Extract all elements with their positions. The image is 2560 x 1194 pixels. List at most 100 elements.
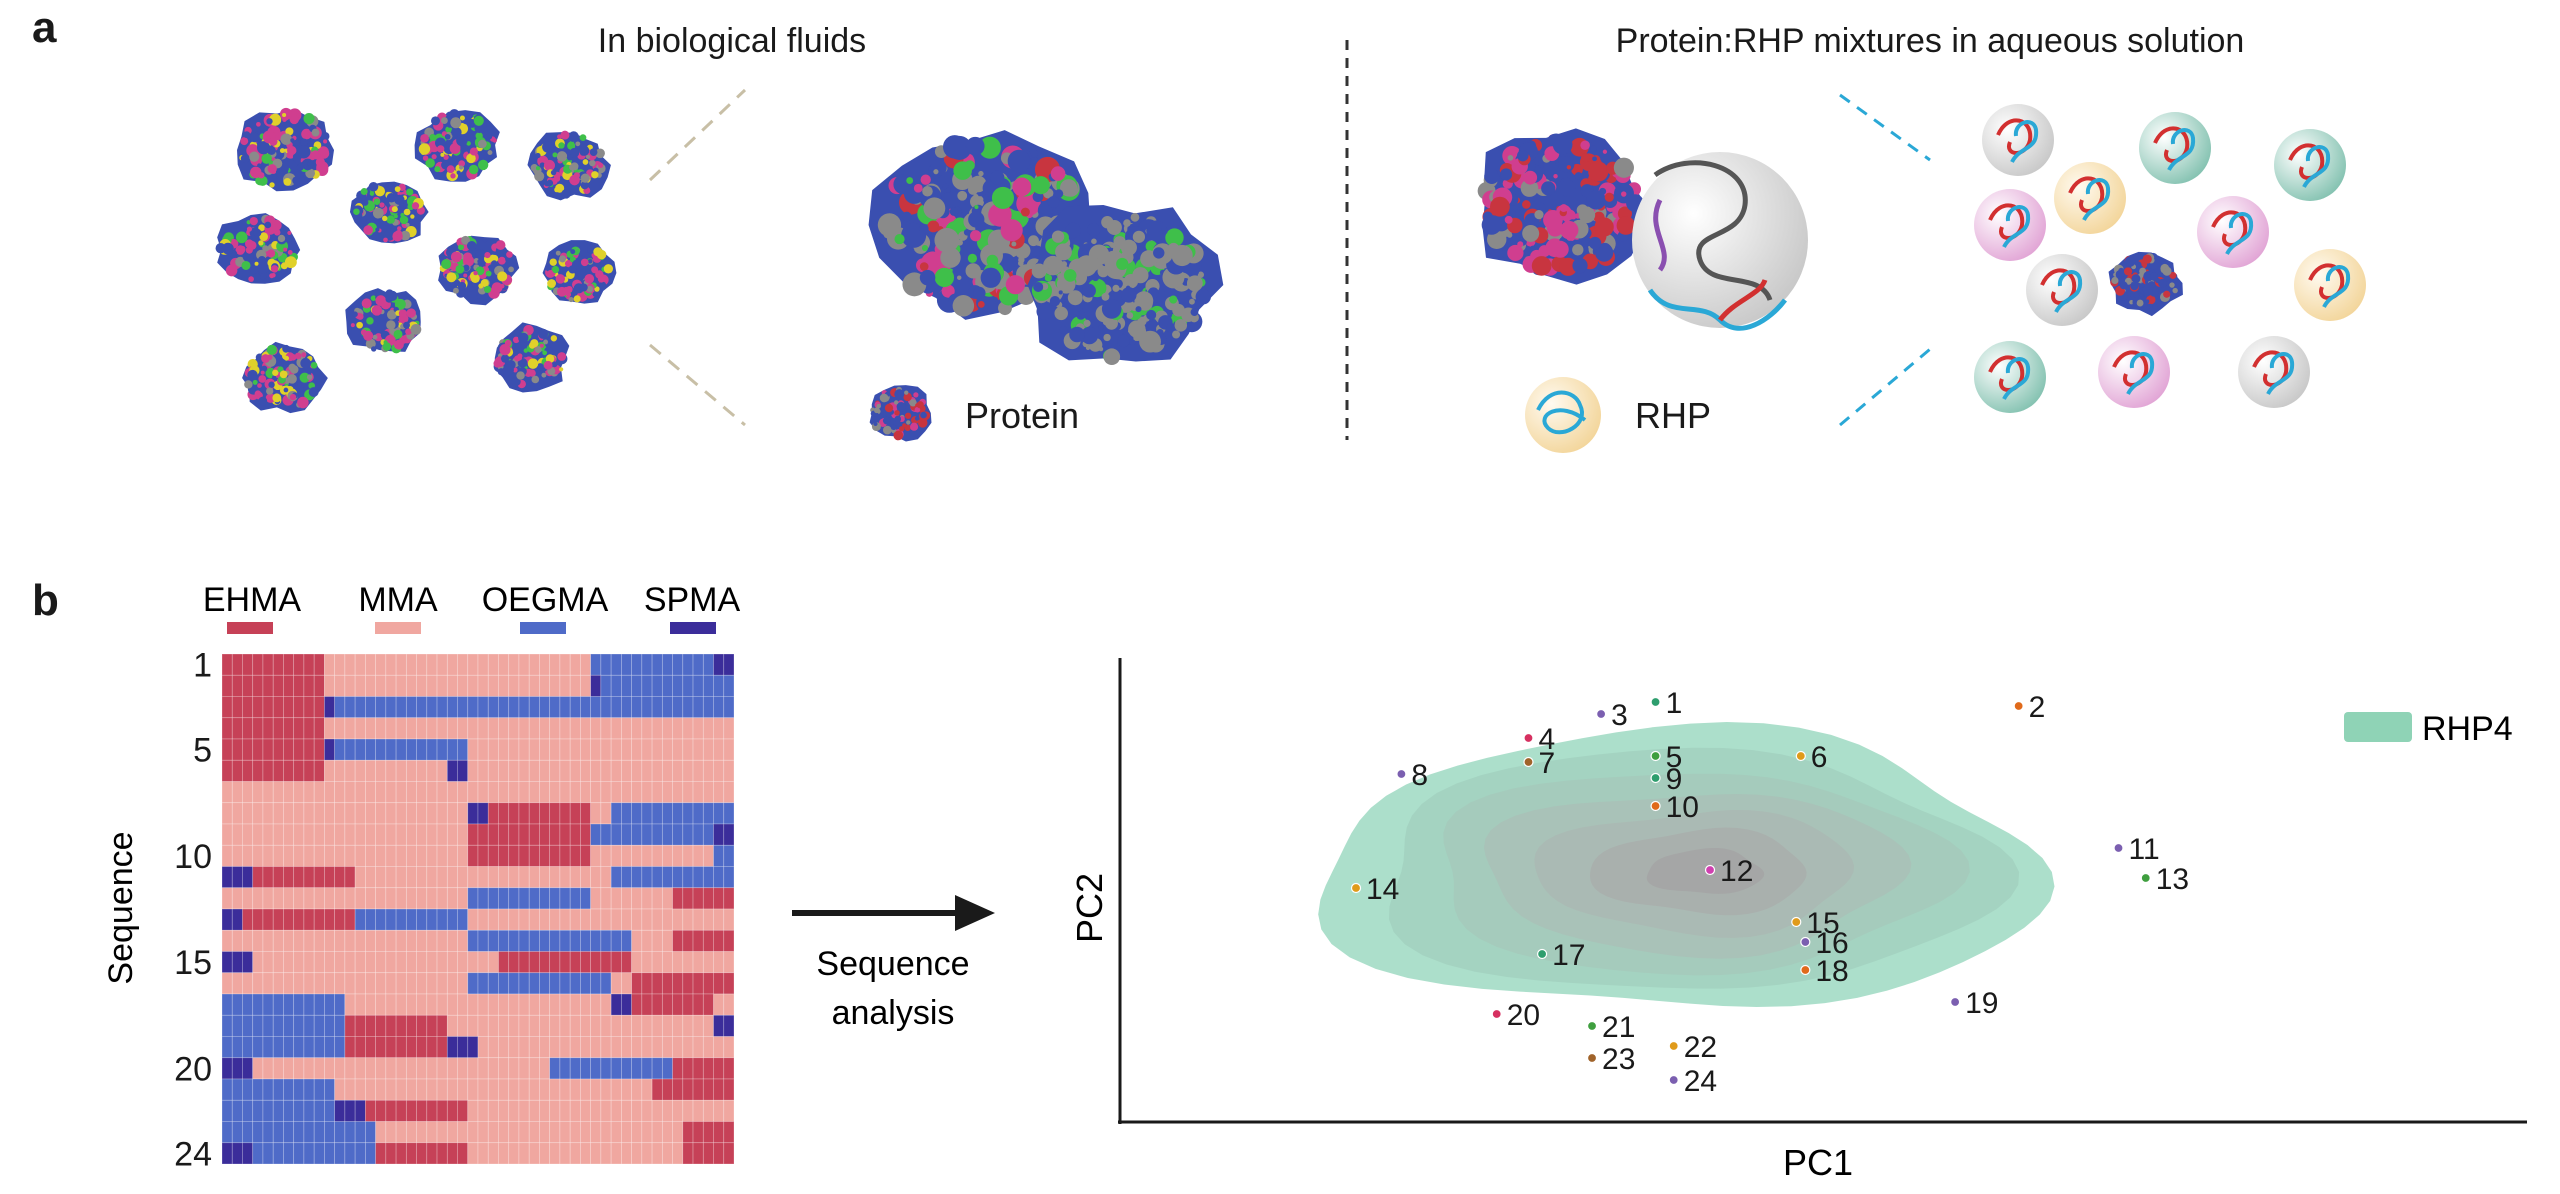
heatmap-cell xyxy=(385,1099,397,1122)
heatmap-cell xyxy=(354,929,366,952)
heatmap-cell xyxy=(528,908,540,931)
heatmap-cell xyxy=(498,738,510,761)
heatmap-cell xyxy=(221,1142,233,1165)
heatmap-cell xyxy=(272,951,284,974)
heatmap-cell xyxy=(395,1078,407,1101)
heatmap-cell xyxy=(262,1078,274,1101)
heatmap-cell xyxy=(446,972,458,995)
heatmap-cell xyxy=(334,1078,346,1101)
heatmap-cell xyxy=(405,1142,417,1165)
heatmap-cell xyxy=(702,696,714,719)
heatmap-cell xyxy=(365,1078,376,1101)
heatmap-cell xyxy=(272,1142,284,1165)
heatmap-cell xyxy=(580,1036,591,1059)
heatmap-cell xyxy=(231,951,243,974)
heatmap-cell xyxy=(672,781,684,804)
heatmap-cell xyxy=(713,1099,725,1122)
heatmap-cell xyxy=(221,802,233,825)
heatmap-cell xyxy=(405,738,417,761)
heatmap-cell xyxy=(569,1036,581,1059)
heatmap-cell xyxy=(569,802,581,825)
pca-point xyxy=(1668,1040,1679,1052)
complex-protein xyxy=(1477,128,1647,285)
heatmap-cell xyxy=(242,823,254,846)
heatmap-cell xyxy=(354,1036,366,1059)
heatmap-cell xyxy=(518,1099,530,1122)
rhp-legend-label: RHP xyxy=(1635,395,1711,436)
heatmap-cell xyxy=(293,1014,305,1037)
heatmap-cell xyxy=(324,674,335,697)
heatmap-cell xyxy=(416,951,428,974)
heatmap-cell xyxy=(303,866,315,889)
legend-rhp4-swatch xyxy=(2344,712,2412,742)
heatmap-cell xyxy=(661,972,673,995)
heatmap-cell xyxy=(334,887,346,910)
heatmap-cell xyxy=(610,929,622,952)
heatmap-cell xyxy=(631,717,643,740)
heatmap-cell xyxy=(641,1142,653,1165)
heatmap-cell xyxy=(272,759,284,782)
rhp-particle xyxy=(2026,254,2098,326)
heatmap-cell xyxy=(365,929,376,952)
heatmap-cell xyxy=(354,1057,366,1080)
pca-point-label: 4 xyxy=(1538,723,1555,756)
heatmap-cell xyxy=(569,908,581,931)
heatmap-cell xyxy=(467,717,479,740)
heatmap-cell xyxy=(252,1057,264,1080)
heatmap-cell xyxy=(487,993,499,1016)
panel-a: a In biological fluids Protein:RHP mixtu… xyxy=(32,3,2366,453)
heatmap-cell xyxy=(713,759,725,782)
heatmap-cell xyxy=(354,972,366,995)
heatmap-cell xyxy=(242,908,254,931)
heatmap-cell xyxy=(713,802,725,825)
heatmap-cell xyxy=(518,1014,530,1037)
pca-point xyxy=(1536,948,1548,960)
heatmap-cell xyxy=(354,653,366,676)
heatmap-cell xyxy=(324,929,335,952)
heatmap-cell xyxy=(313,1036,325,1059)
heatmap-cell xyxy=(293,696,305,719)
heatmap-cell xyxy=(231,866,243,889)
heatmap-cell xyxy=(487,866,499,889)
heatmap-cell xyxy=(231,993,243,1016)
heatmap-cell xyxy=(344,887,356,910)
heatmap-cell xyxy=(549,823,561,846)
heatmap-cell xyxy=(221,1057,233,1080)
heatmap-cell xyxy=(580,653,591,676)
heatmap-cell xyxy=(569,781,581,804)
pca-point-label: 11 xyxy=(2129,833,2160,866)
heatmap-cell xyxy=(324,866,335,889)
heatmap-cell xyxy=(682,993,694,1016)
heatmap-cell xyxy=(405,1121,417,1144)
heatmap-cell xyxy=(293,653,305,676)
heatmap-cell xyxy=(395,887,407,910)
protein-legend-icon xyxy=(869,385,932,442)
heatmap-cell xyxy=(313,1121,325,1144)
heatmap-cell xyxy=(272,887,284,910)
heatmap-cell xyxy=(221,972,233,995)
heatmap-cell xyxy=(508,823,520,846)
heatmap-cell xyxy=(385,951,397,974)
heatmap-cell xyxy=(702,717,714,740)
heatmap-cell xyxy=(262,1057,274,1080)
heatmap-cell xyxy=(723,1014,735,1037)
pca-point xyxy=(1800,964,1811,976)
heatmap-cell xyxy=(641,993,653,1016)
heatmap-cell xyxy=(487,844,499,867)
heatmap-cell xyxy=(702,866,714,889)
heatmap-cell xyxy=(539,653,551,676)
heatmap-cell xyxy=(559,844,571,867)
heatmap-cell xyxy=(283,696,295,719)
heatmap-cell xyxy=(518,759,530,782)
heatmap-cell xyxy=(313,823,325,846)
heatmap-cell xyxy=(580,781,591,804)
heatmap-cell xyxy=(580,759,591,782)
heatmap-cell xyxy=(621,823,632,846)
heatmap-cell xyxy=(539,759,551,782)
heatmap-cell xyxy=(682,717,694,740)
heatmap-cell xyxy=(590,696,602,719)
heatmap-cell xyxy=(487,1036,499,1059)
heatmap-cell xyxy=(600,972,612,995)
heatmap-cell xyxy=(539,887,551,910)
heatmap-cell xyxy=(242,1057,254,1080)
